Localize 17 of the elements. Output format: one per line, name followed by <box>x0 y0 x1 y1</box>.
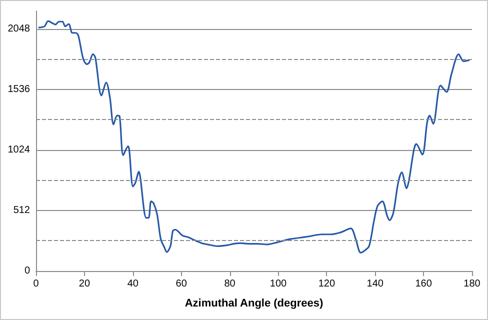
x-axis-title: Azimuthal Angle (degrees) <box>184 298 324 310</box>
x-tick-label: 140 <box>366 278 384 290</box>
y-tick-label: 1024 <box>8 144 30 156</box>
y-tick-label: 512 <box>13 204 30 216</box>
y-tick-label: 0 <box>24 266 30 276</box>
y-tick-label: 2048 <box>8 23 30 34</box>
x-tick-label: 180 <box>464 278 481 290</box>
y-tick-label: 1536 <box>8 84 30 95</box>
x-tick-label: 60 <box>176 278 188 290</box>
x-tick-label: 20 <box>78 278 90 290</box>
x-tick-label: 80 <box>224 278 236 290</box>
x-tick-label: 40 <box>127 278 139 290</box>
x-tick-label: 120 <box>318 278 336 290</box>
x-tick-label: 100 <box>270 278 287 290</box>
x-tick-label: 0 <box>33 278 40 290</box>
line-series <box>38 20 470 254</box>
x-tick-label: 160 <box>415 278 432 290</box>
